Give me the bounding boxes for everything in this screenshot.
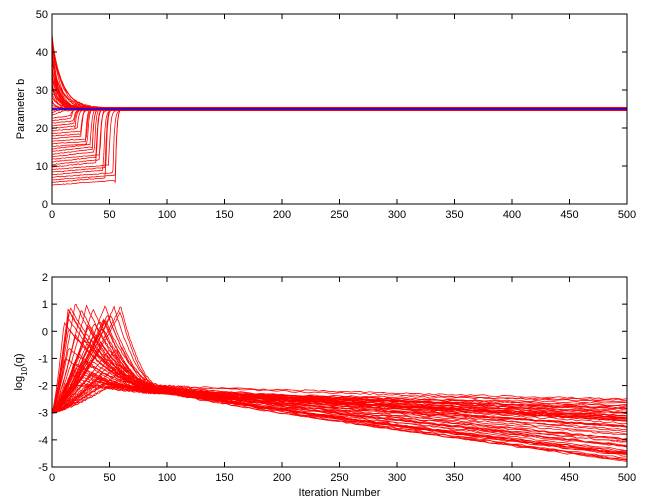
plot-area-parameter-b	[52, 33, 627, 186]
x-tick-label: 500	[618, 209, 636, 221]
x-tick-label: 100	[158, 472, 176, 484]
x-tick-label: 450	[560, 472, 578, 484]
y-tick-label: -3	[38, 408, 48, 420]
axes-box-parameter-b	[51, 13, 628, 205]
x-tick-label: 300	[388, 472, 406, 484]
x-tick-label: 50	[103, 209, 115, 221]
x-tick-label: 100	[158, 209, 176, 221]
y-tick-label: 0	[42, 326, 48, 338]
y-label-subscript: 10	[20, 366, 29, 375]
x-tick-label: 500	[618, 472, 636, 484]
y-tick-label: -4	[38, 435, 48, 447]
trace-line	[52, 35, 627, 109]
trace-line	[52, 371, 627, 414]
x-tick-label: 250	[330, 472, 348, 484]
y-axis-label-parameter-b: Parameter b	[15, 79, 27, 140]
trace-line	[52, 384, 627, 428]
trace-line	[52, 372, 627, 422]
y-tick-label: 20	[36, 123, 48, 135]
y-tick-label: -1	[38, 353, 48, 365]
x-tick-label: 450	[560, 209, 578, 221]
axes-box-log-q	[51, 276, 628, 468]
x-tick-label: 250	[330, 209, 348, 221]
y-label-arg: (q)	[13, 353, 25, 366]
x-tick-label: 300	[388, 209, 406, 221]
y-tick-label: 30	[36, 85, 48, 97]
x-tick-label: 400	[503, 209, 521, 221]
trace-line	[52, 320, 627, 413]
x-tick-label: 150	[215, 209, 233, 221]
chart-log-q: 0 50 100 150 200 250 300 350 400 450 500-5-4-3-2-1…	[13, 272, 636, 499]
trace-line	[52, 367, 627, 415]
x-tick-label: 200	[273, 209, 291, 221]
plot-area-log-q	[52, 303, 627, 462]
y-tick-label: 40	[36, 47, 48, 59]
y-tick-label: -2	[38, 381, 48, 393]
y-tick-label: -5	[38, 462, 48, 474]
x-tick-label: 50	[103, 472, 115, 484]
y-tick-label: 50	[36, 9, 48, 21]
y-tick-label: 0	[42, 199, 48, 211]
x-tick-label: 350	[445, 472, 463, 484]
y-tick-label: 10	[36, 161, 48, 173]
ticks-parameter-b: 0 50 100 150 200 250 300 350 400 450 500 0 10 20 30 40 5…	[36, 9, 636, 221]
x-tick-label: 400	[503, 472, 521, 484]
x-tick-label: 150	[215, 472, 233, 484]
x-tick-label: 350	[445, 209, 463, 221]
trace-line	[52, 339, 627, 415]
y-axis-label-log-q: log10(q)	[13, 353, 29, 390]
y-tick-label: 1	[42, 299, 48, 311]
y-label-log: log	[13, 376, 25, 391]
trace-line	[52, 350, 627, 414]
x-tick-label: 0	[49, 472, 55, 484]
trace-line	[52, 343, 627, 432]
trace-group-log-q	[52, 303, 627, 462]
trace-line	[52, 51, 627, 111]
y-tick-label: 2	[42, 272, 48, 284]
ticks-log-q: 0 50 100 150 200 250 300 350 400 450 500 -5 -4 -3 -2 -1…	[38, 272, 636, 484]
trace-line	[52, 334, 627, 414]
x-tick-label: 0	[49, 209, 55, 221]
x-tick-label: 200	[273, 472, 291, 484]
x-axis-label: Iteration Number	[299, 487, 381, 499]
chart-parameter-b: 0 50 100 150 200 250 300 350 400 450 500 0 10 20 30 40 5…	[15, 9, 636, 221]
